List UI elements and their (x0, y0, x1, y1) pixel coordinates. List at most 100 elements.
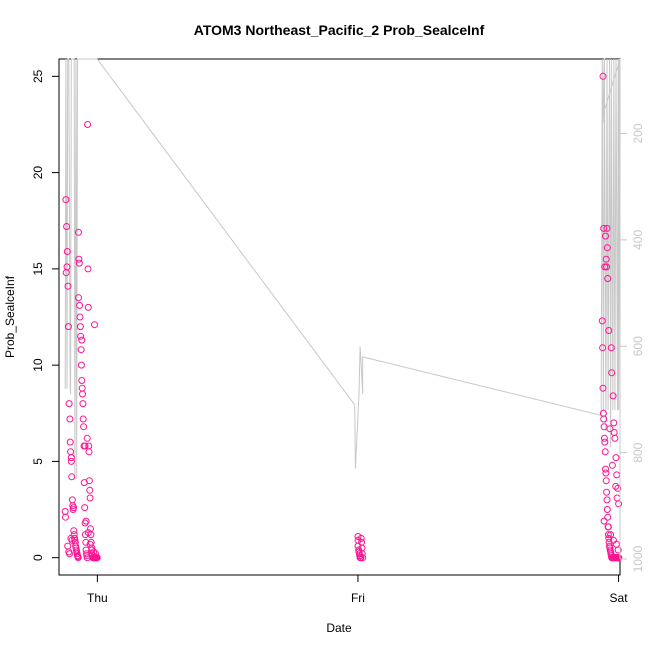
data-point (600, 415, 608, 423)
data-point (601, 448, 609, 456)
data-point (93, 554, 101, 562)
data-point (603, 263, 611, 271)
data-point (608, 369, 616, 377)
y-tick-label: 5 (31, 458, 45, 465)
data-point (598, 317, 606, 325)
data-point (64, 323, 72, 331)
data-point (599, 344, 607, 352)
data-point (68, 473, 76, 481)
data-point (603, 224, 611, 232)
data-point (79, 415, 87, 423)
data-point (84, 121, 92, 128)
data-point (65, 400, 73, 408)
data-point (75, 294, 82, 302)
data-point (608, 461, 616, 469)
data-point (357, 534, 365, 542)
data-point (77, 361, 85, 369)
data-point (64, 282, 72, 290)
data-point (79, 400, 87, 408)
data-point (613, 494, 621, 502)
data-point (602, 477, 610, 485)
y-tick-label: 0 (31, 554, 45, 561)
x-axis-label: Date (326, 621, 352, 635)
y-tick-label: 15 (31, 262, 45, 276)
y-axis-label: Prob_SealceInf (3, 275, 17, 358)
data-point (64, 542, 72, 550)
data-point (359, 554, 367, 562)
data-point (62, 513, 69, 521)
y2-tick-label: 200 (631, 123, 645, 143)
data-point (86, 486, 94, 494)
data-point (603, 506, 611, 513)
data-point (602, 465, 609, 473)
x-tick-label: Thu (87, 591, 108, 605)
data-point (82, 517, 90, 525)
y-axis: 0 5 10 15 20 25 (31, 69, 60, 561)
data-point (601, 438, 609, 446)
data-point (62, 196, 70, 204)
data-point (615, 500, 623, 508)
data-point (607, 531, 615, 539)
data-point (75, 255, 83, 263)
data-point (613, 471, 621, 479)
data-point (78, 336, 86, 344)
data-point (84, 265, 92, 273)
data-point (63, 223, 71, 230)
data-point (85, 448, 93, 456)
data-point (67, 448, 75, 456)
data-point (91, 321, 98, 329)
data-point (81, 442, 89, 450)
data-point (614, 484, 622, 492)
data-point (66, 438, 74, 446)
points-layer (61, 72, 623, 562)
data-point (92, 550, 100, 558)
data-point (76, 323, 84, 331)
y2-tick-label: 600 (631, 336, 645, 356)
data-point (599, 72, 607, 80)
data-point (610, 419, 618, 427)
y-tick-label: 25 (31, 69, 45, 83)
data-point (68, 496, 76, 504)
data-point (67, 457, 75, 465)
y-tick-label: 20 (31, 166, 45, 180)
data-point (62, 269, 70, 277)
data-point (61, 508, 69, 515)
data-point (611, 434, 619, 442)
plot-frame (58, 58, 621, 576)
data-point (66, 415, 74, 423)
data-point (79, 390, 86, 398)
data-point (67, 454, 75, 462)
data-point (600, 224, 608, 232)
data-point (68, 536, 76, 544)
data-point (612, 482, 620, 490)
data-point (70, 527, 78, 535)
data-point (84, 303, 92, 311)
data-point (66, 550, 73, 558)
x-tick-label: Fri (351, 591, 365, 605)
data-point (615, 554, 623, 562)
data-point (85, 477, 93, 485)
depth-line-layer (64, 58, 621, 480)
depth-line (64, 58, 621, 480)
data-point (604, 531, 612, 539)
data-point (609, 392, 617, 400)
y2-axis: 200 400 600 800 1000 (619, 123, 645, 572)
data-point (74, 554, 82, 562)
data-point (604, 513, 612, 521)
data-point (78, 384, 86, 392)
data-point (603, 496, 611, 504)
data-point (602, 469, 610, 477)
data-point (605, 327, 613, 334)
data-point (602, 232, 609, 240)
data-point (604, 523, 612, 531)
data-point (76, 301, 84, 309)
chart-title: ATOM3 Northeast_Pacific_2 Prob_SealceInf (194, 22, 485, 38)
x-axis: Thu Fri Sat (87, 574, 628, 605)
data-point (603, 244, 611, 252)
y-tick-label: 10 (31, 358, 45, 372)
data-point (614, 546, 622, 554)
y2-tick-label: 1000 (631, 545, 645, 572)
data-point (77, 346, 85, 354)
data-point (602, 255, 610, 263)
data-point (81, 504, 89, 512)
